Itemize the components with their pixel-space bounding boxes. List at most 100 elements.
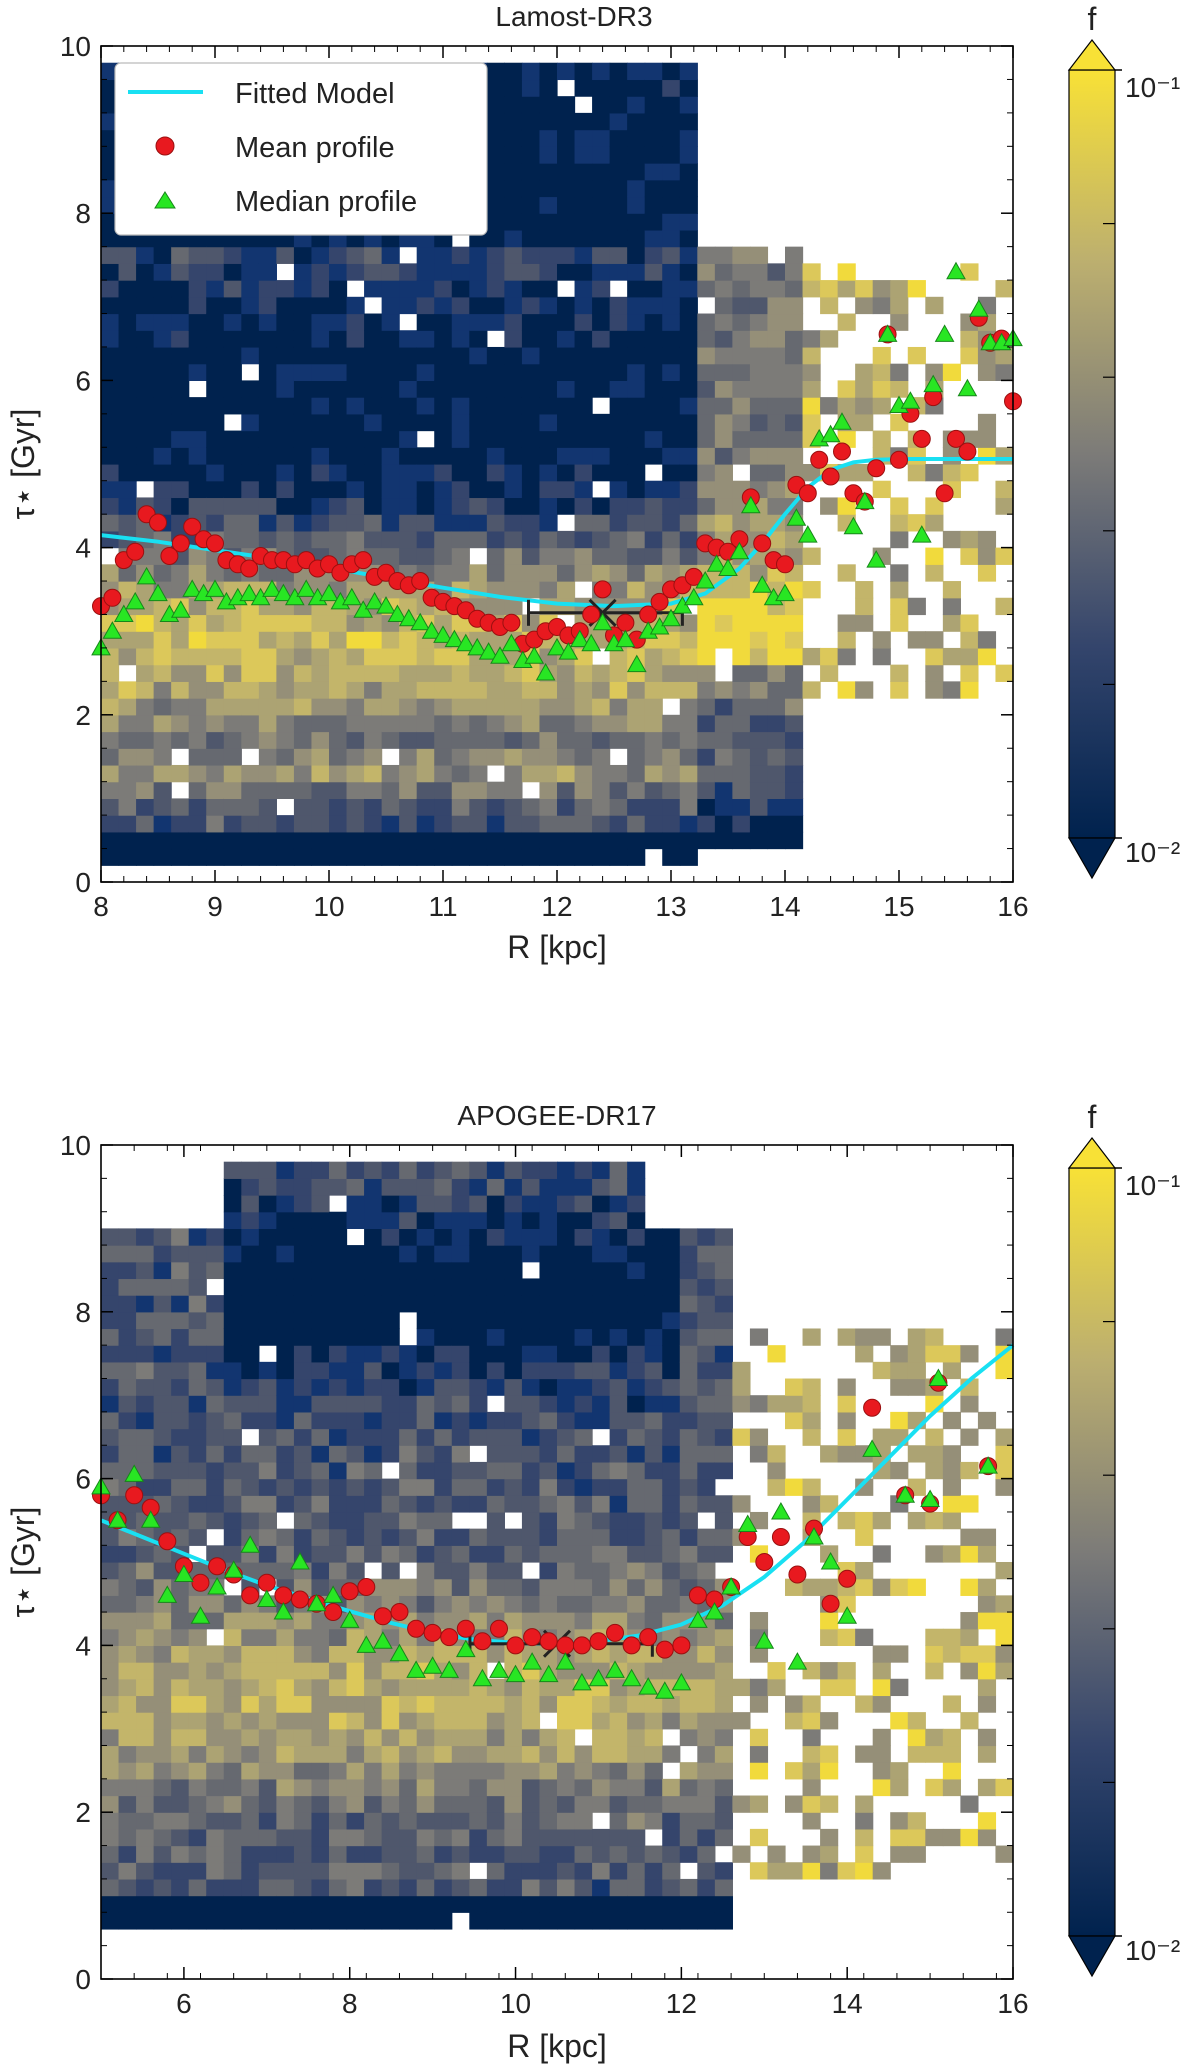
heatmap-cell [346, 1428, 365, 1446]
heatmap-cell [416, 1511, 435, 1530]
heatmap-cell [223, 1645, 242, 1663]
heatmap-cell [644, 647, 663, 666]
heatmap-cell [416, 1828, 435, 1847]
heatmap-cell [399, 781, 418, 799]
heatmap-cell [960, 1795, 979, 1813]
heatmap-cell [434, 1595, 453, 1613]
heatmap-cell [451, 1311, 470, 1330]
heatmap-cell [153, 1445, 172, 1463]
heatmap-cell [521, 798, 541, 816]
heatmap-cell [539, 146, 558, 164]
heatmap-cell [714, 1695, 733, 1713]
heatmap-cell [311, 1728, 330, 1747]
heatmap-cell [188, 1228, 207, 1246]
heatmap-cell [188, 1595, 207, 1613]
heatmap-cell [381, 831, 400, 850]
heatmap-cell [118, 363, 137, 381]
heatmap-cell [609, 1528, 628, 1546]
heatmap-cell [258, 363, 277, 381]
heatmap-cell [925, 1728, 944, 1747]
heatmap-cell [153, 748, 172, 766]
heatmap-cell [434, 1528, 453, 1546]
heatmap-cell [609, 514, 628, 532]
heatmap-cell [329, 1845, 348, 1863]
heatmap-cell [311, 397, 330, 415]
heatmap-cell [592, 280, 611, 298]
heatmap-cell [118, 1845, 137, 1863]
heatmap-cell [469, 1228, 488, 1246]
heatmap-cell [802, 1695, 821, 1713]
heatmap-cell [609, 647, 628, 666]
heatmap-cell [223, 1361, 242, 1380]
heatmap-cell [942, 1762, 961, 1780]
heatmap-cell [101, 1678, 120, 1697]
heatmap-cell [627, 213, 646, 231]
median-profile-point [718, 558, 738, 576]
heatmap-cell [521, 1762, 541, 1780]
heatmap-cell [258, 1712, 277, 1730]
heatmap-cell [416, 1461, 435, 1480]
heatmap-cell [802, 1478, 821, 1496]
heatmap-cell [399, 547, 418, 565]
heatmap-cell [416, 413, 435, 432]
heatmap-cell [416, 1428, 435, 1446]
heatmap-cell [469, 781, 488, 799]
heatmap-cell [749, 698, 769, 716]
heatmap-cell [469, 1378, 488, 1396]
heatmap-cell [101, 1628, 120, 1646]
heatmap-cell [960, 1712, 979, 1730]
heatmap-cell [293, 1445, 313, 1463]
heatmap-cell [644, 748, 663, 766]
heatmap-cell [504, 1461, 523, 1480]
heatmap-cell [241, 397, 260, 415]
heatmap-cell [749, 397, 769, 415]
heatmap-cell [732, 1378, 751, 1396]
heatmap-cell [662, 96, 681, 114]
heatmap-cell [258, 1528, 277, 1546]
heatmap-cell [539, 848, 558, 866]
heatmap-cell [206, 798, 225, 816]
heatmap-cell [960, 1545, 979, 1563]
heatmap-cell [714, 1228, 733, 1246]
heatmap-cell [592, 1528, 611, 1546]
heatmap-cell [276, 1645, 295, 1663]
heatmap-cell [434, 1228, 453, 1246]
x-tick-label: 14 [769, 891, 800, 922]
heatmap-cell [276, 1712, 295, 1730]
heatmap-cell [714, 1712, 733, 1730]
heatmap-cell [101, 1228, 120, 1246]
heatmap-cell [960, 1828, 979, 1847]
heatmap-cell [434, 246, 453, 264]
heatmap-cell [644, 547, 663, 565]
heatmap-cell [557, 330, 576, 348]
mean-profile-point [191, 1573, 210, 1592]
heatmap-cell [258, 1461, 277, 1480]
heatmap-cell [346, 1628, 365, 1646]
heatmap-cell [258, 1678, 277, 1697]
heatmap-cell [679, 1428, 698, 1446]
heatmap-cell [539, 1595, 558, 1613]
heatmap-cell [679, 1295, 698, 1313]
heatmap-cell [890, 497, 909, 515]
heatmap-cell [346, 1295, 365, 1313]
heatmap-cell [241, 464, 260, 482]
y-tick-label: 8 [75, 198, 91, 229]
heatmap-cell [662, 112, 681, 131]
heatmap-cell [241, 1278, 260, 1296]
heatmap-cell [381, 263, 400, 281]
heatmap-cell [276, 313, 295, 331]
heatmap-cell [714, 1762, 733, 1780]
heatmap-cell [399, 1895, 418, 1913]
heatmap-cell [434, 647, 453, 666]
heatmap-cell [346, 1745, 365, 1763]
heatmap-cell [434, 1795, 453, 1813]
heatmap-cell [539, 464, 558, 482]
heatmap-cell [329, 530, 348, 549]
heatmap-cell [679, 280, 698, 298]
heatmap-cell [101, 1345, 120, 1363]
heatmap-cell [907, 1511, 926, 1530]
heatmap-cell [206, 1695, 225, 1713]
median-profile-point [547, 637, 567, 656]
heatmap-cell [153, 280, 172, 298]
heatmap-cell [293, 1495, 313, 1513]
